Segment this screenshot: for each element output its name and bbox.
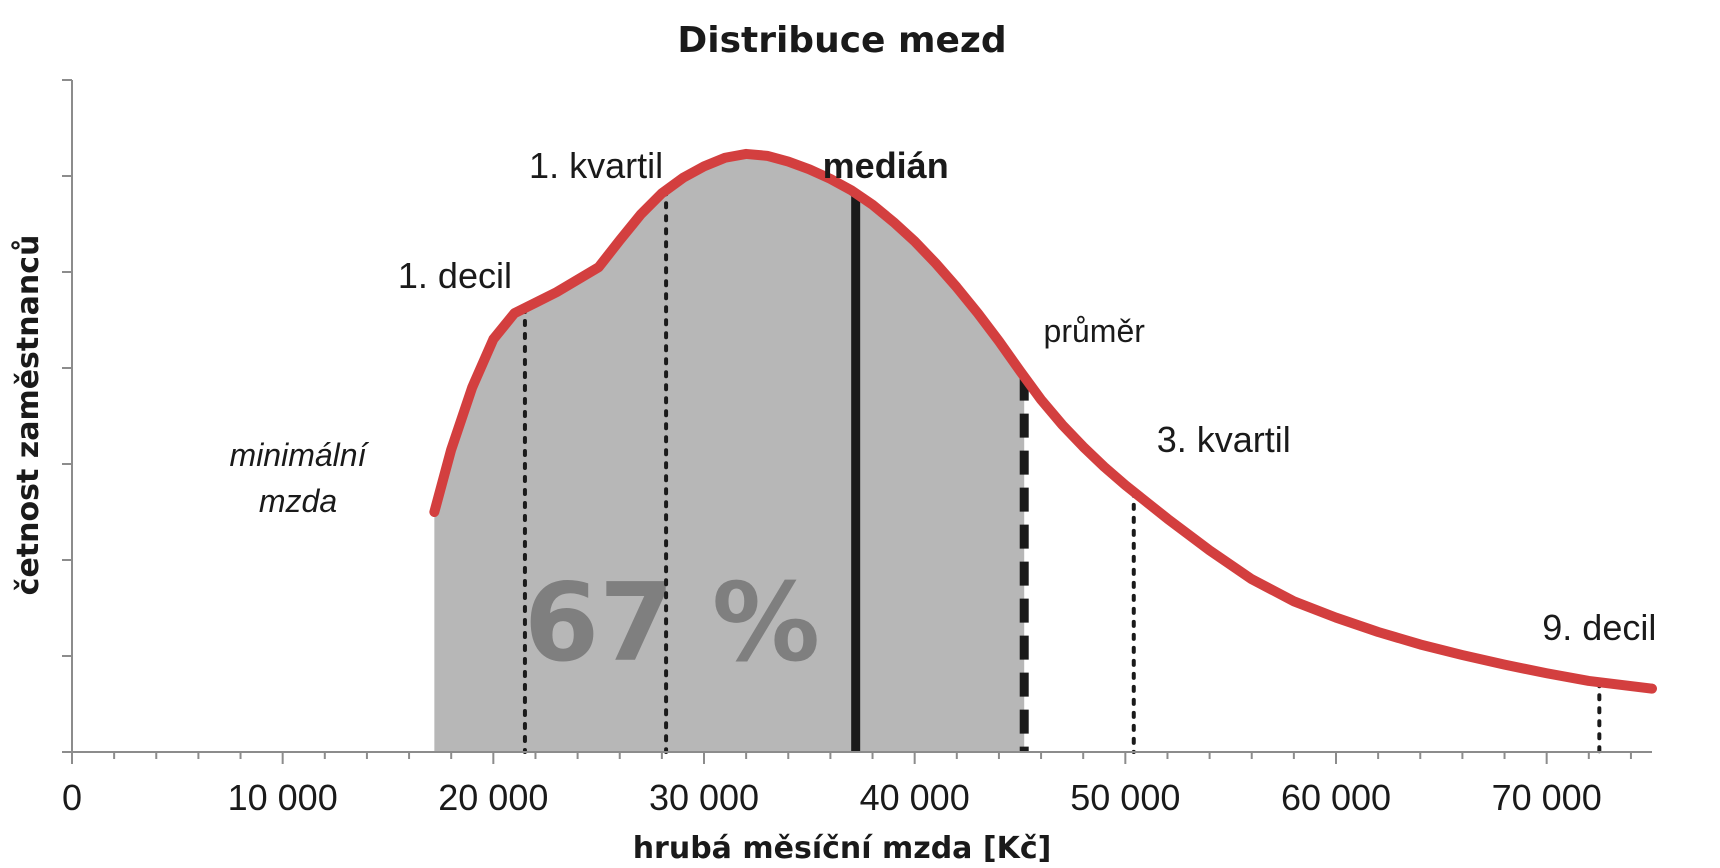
x-tick-label-7: 70 000 [1492, 777, 1602, 818]
curve-layer [429, 148, 1657, 694]
marker-label-3: medián [823, 145, 949, 186]
chart-title: Distribuce mezd [677, 20, 1006, 61]
distribution-curve [429, 148, 1657, 694]
axes-layer: 0 10 000 20 000 30 000 40 000 50 000 60 000 70 … [62, 79, 1652, 818]
y-axis-title: četnost zaměstnanců [10, 235, 46, 596]
x-tick-label-3: 30 000 [649, 777, 759, 818]
x-tick-label-2: 20 000 [438, 777, 548, 818]
x-tick-label-5: 50 000 [1070, 777, 1180, 818]
marker-label-5: 3. kvartil [1157, 419, 1291, 460]
marker-label-2: 1. kvartil [529, 145, 663, 186]
x-tick-label-4: 40 000 [860, 777, 970, 818]
minimum-wage-note-line1: minimální [230, 437, 370, 473]
x-tick-label-1: 10 000 [228, 777, 338, 818]
marker-lines-layer [522, 188, 1602, 754]
marker-labels-layer: 1. decil 1. kvartil medián průměr 3. kvartil… [398, 145, 1656, 648]
x-tick-label-6: 60 000 [1281, 777, 1391, 818]
share-percentage-label: 67 % [524, 561, 820, 686]
shaded-area [434, 153, 1025, 753]
x-tick-label-0: 0 [62, 777, 82, 818]
minimum-wage-note-line2: mzda [259, 483, 337, 519]
marker-label-6: 9. decil [1542, 607, 1656, 648]
marker-label-1: 1. decil [398, 255, 512, 296]
shaded-area-layer [434, 153, 1025, 753]
x-axis-title: hrubá měsíční mzda [Kč] [633, 831, 1052, 866]
marker-label-4: průměr [1044, 313, 1146, 349]
